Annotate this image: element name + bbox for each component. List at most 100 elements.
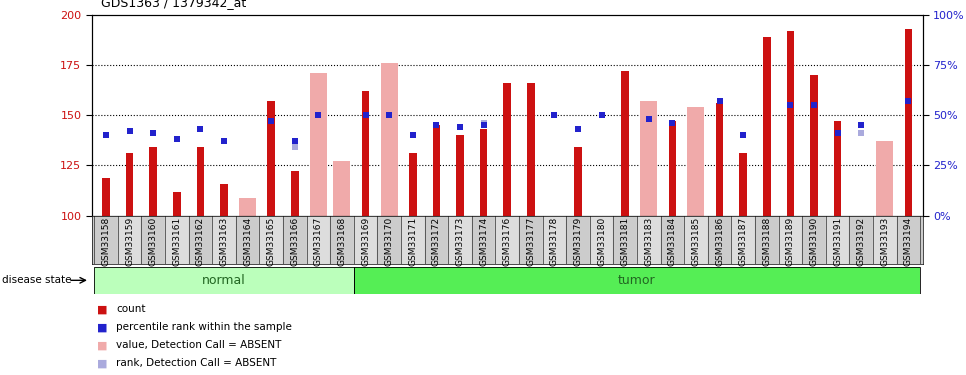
Bar [409,153,416,216]
Text: GSM33169: GSM33169 [361,217,370,266]
Bar [688,107,704,216]
Bar [480,129,487,216]
Bar [716,103,724,216]
Bar [590,216,613,264]
Bar [102,177,110,216]
Bar [810,75,818,216]
Bar [496,216,519,264]
Bar [684,216,708,264]
Bar [333,162,351,216]
Text: disease state: disease state [2,275,71,285]
Bar [126,153,133,216]
Bar [566,216,590,264]
Bar [306,216,330,264]
Bar [503,83,511,216]
Text: GSM33187: GSM33187 [739,217,748,266]
Text: GSM33173: GSM33173 [455,217,465,266]
Bar [755,216,779,264]
Bar [196,147,204,216]
Bar [239,198,256,216]
Text: rank, Detection Call = ABSENT: rank, Detection Call = ABSENT [116,358,276,368]
Text: GSM33162: GSM33162 [196,217,205,266]
Bar [896,216,921,264]
Bar [141,216,165,264]
Text: ■: ■ [97,340,107,350]
Bar [763,37,771,216]
Bar [354,216,378,264]
Text: GSM33184: GSM33184 [668,217,677,266]
Bar [330,216,354,264]
Text: GSM33160: GSM33160 [149,217,157,266]
Bar [94,267,354,294]
Text: GSM33192: GSM33192 [857,217,866,266]
Bar [849,216,873,264]
Text: GSM33171: GSM33171 [409,217,417,266]
Text: GSM33165: GSM33165 [267,217,275,266]
Bar [613,216,637,264]
Text: ■: ■ [97,358,107,368]
Bar [283,216,306,264]
Bar [378,216,401,264]
Bar [213,216,236,264]
Bar [94,267,354,294]
Text: GSM33191: GSM33191 [833,217,842,266]
Bar [448,216,471,264]
Bar [118,216,141,264]
Text: GSM33168: GSM33168 [337,217,347,266]
Bar [876,141,894,216]
Text: GSM33181: GSM33181 [621,217,630,266]
Text: GSM33174: GSM33174 [479,217,488,266]
Bar [786,31,794,216]
Text: GSM33189: GSM33189 [786,217,795,266]
Bar [310,73,327,216]
Bar [668,122,676,216]
Bar [739,153,747,216]
Bar [640,101,657,216]
Text: GSM33176: GSM33176 [502,217,512,266]
Text: percentile rank within the sample: percentile rank within the sample [116,322,292,332]
Text: GSM33183: GSM33183 [644,217,653,266]
Text: GSM33188: GSM33188 [762,217,771,266]
Text: GSM33161: GSM33161 [172,217,182,266]
Text: GSM33178: GSM33178 [550,217,559,266]
Bar [259,216,283,264]
Text: GSM33158: GSM33158 [101,217,110,266]
Bar [637,216,661,264]
Text: GSM33166: GSM33166 [290,217,299,266]
Bar [731,216,755,264]
Text: GSM33194: GSM33194 [904,217,913,266]
Text: GDS1363 / 1379342_at: GDS1363 / 1379342_at [101,0,246,9]
Text: GSM33163: GSM33163 [219,217,228,266]
Text: GSM33170: GSM33170 [384,217,393,266]
Bar [661,216,684,264]
Bar [708,216,731,264]
Bar [291,171,298,216]
Text: GSM33159: GSM33159 [125,217,134,266]
Text: GSM33164: GSM33164 [243,217,252,266]
Text: GSM33186: GSM33186 [715,217,724,266]
Bar [433,125,440,216]
Bar [150,147,156,216]
Bar [354,267,921,294]
Text: GSM33167: GSM33167 [314,217,323,266]
Text: GSM33180: GSM33180 [597,217,606,266]
Bar [220,183,228,216]
Bar [236,216,259,264]
Text: GSM33179: GSM33179 [574,217,582,266]
Bar [779,216,802,264]
Bar [527,83,534,216]
Text: GSM33193: GSM33193 [880,217,890,266]
Text: GSM33172: GSM33172 [432,217,440,266]
Text: GSM33177: GSM33177 [526,217,535,266]
Text: GSM33190: GSM33190 [810,217,818,266]
Bar [354,267,921,294]
Bar [834,122,841,216]
Text: normal: normal [202,274,245,287]
Bar [362,91,369,216]
Text: ■: ■ [97,322,107,332]
Bar [188,216,213,264]
Text: value, Detection Call = ABSENT: value, Detection Call = ABSENT [116,340,281,350]
Bar [268,101,275,216]
Text: tumor: tumor [618,274,656,287]
Text: ■: ■ [97,304,107,314]
